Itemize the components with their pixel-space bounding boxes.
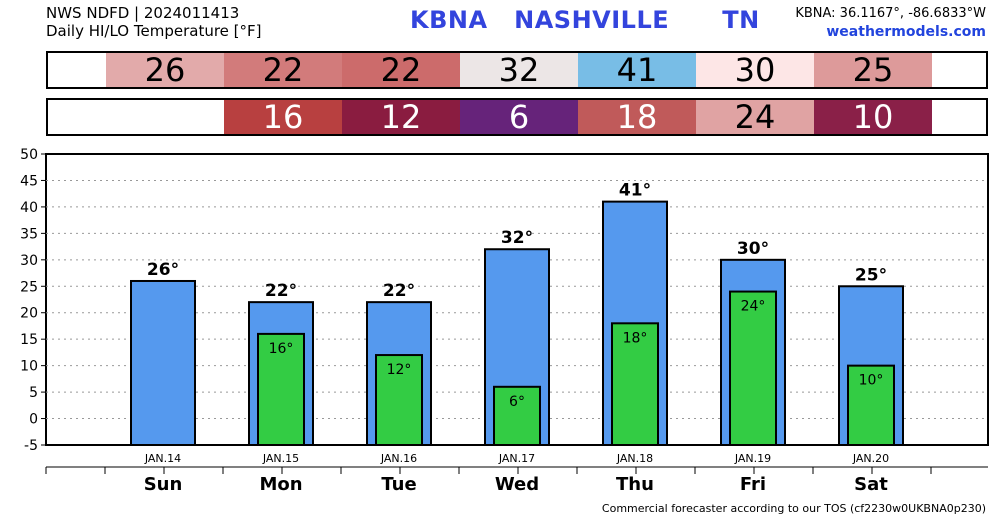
low-temp-label: 24° xyxy=(741,299,766,315)
site-link[interactable]: weathermodels.com xyxy=(826,24,986,40)
low-temp-label: 18° xyxy=(623,330,648,346)
date-label: JAN.17 xyxy=(498,452,535,465)
high-temp-label: 26° xyxy=(147,260,179,280)
high-temp-cell: 32 xyxy=(460,53,578,87)
day-label: Fri xyxy=(740,474,766,495)
footer-note: Commercial forecaster according to our T… xyxy=(601,502,986,515)
low-temp-label: 16° xyxy=(269,341,294,357)
day-label: Tue xyxy=(381,474,416,495)
high-temp-cell: 22 xyxy=(342,53,460,87)
high-temp-label: 32° xyxy=(501,228,533,248)
high-temp-label: 30° xyxy=(737,239,769,259)
day-label: Sat xyxy=(854,474,888,495)
y-tick-label: 30 xyxy=(20,253,38,269)
high-temp-band: 26 22 22 32 41 30 25 xyxy=(46,51,988,89)
high-temp-label: 22° xyxy=(265,281,297,301)
y-tick-label: 40 xyxy=(20,200,38,216)
low-temp-cell: 18 xyxy=(578,100,696,134)
high-temp-label: 25° xyxy=(855,265,887,285)
low-temp-label: 12° xyxy=(387,362,412,378)
low-temp-band: 16 12 6 18 24 10 xyxy=(46,98,988,136)
y-tick-label: 20 xyxy=(20,306,38,322)
low-temp-bar xyxy=(611,322,659,447)
y-tick-label: -5 xyxy=(24,438,38,454)
date-label: JAN.16 xyxy=(380,452,417,465)
high-temp-cell: 41 xyxy=(578,53,696,87)
y-tick-label: 35 xyxy=(20,226,38,242)
day-label: Thu xyxy=(616,474,654,495)
low-temp-bar xyxy=(375,354,423,447)
low-temp-cell: 12 xyxy=(342,100,460,134)
y-tick-label: 15 xyxy=(20,332,38,348)
product-subtitle: Daily HI/LO Temperature [°F] xyxy=(46,22,262,40)
high-temp-cell: 30 xyxy=(696,53,814,87)
station-title: KBNA NASHVILLE TN xyxy=(410,6,760,34)
y-tick-label: 25 xyxy=(20,279,38,295)
header-right: KBNA: 36.1167°, -86.6833°W weathermodels… xyxy=(795,5,986,41)
low-temp-cell: 24 xyxy=(696,100,814,134)
y-tick-label: 50 xyxy=(20,147,38,163)
day-label: Mon xyxy=(259,474,302,495)
y-tick-label: 5 xyxy=(29,385,38,401)
low-temp-cell: 16 xyxy=(224,100,342,134)
y-tick-label: 10 xyxy=(20,359,38,375)
low-temp-cell xyxy=(106,100,224,134)
day-label: Wed xyxy=(495,474,539,495)
high-temp-cell: 22 xyxy=(224,53,342,87)
low-temp-cell: 10 xyxy=(814,100,932,134)
station-coords: KBNA: 36.1167°, -86.6833°W xyxy=(795,6,986,21)
high-temp-cell: 26 xyxy=(106,53,224,87)
high-temp-cell: 25 xyxy=(814,53,932,87)
temperature-chart: -5 0 5 10 15 20 25 30 35 40 45 50 26° JAN.14 Sun 22° 16°… xyxy=(20,147,989,495)
product-title: NWS NDFD | 2024011413 xyxy=(46,4,240,22)
low-temp-cell: 6 xyxy=(460,100,578,134)
low-temp-label: 6° xyxy=(509,394,525,410)
low-temp-bar xyxy=(257,332,305,447)
day-label: Sun xyxy=(144,474,183,495)
date-label: JAN.15 xyxy=(262,452,299,465)
date-label: JAN.20 xyxy=(852,452,889,465)
band-spacer xyxy=(48,100,106,134)
date-label: JAN.14 xyxy=(144,452,181,465)
high-temp-label: 22° xyxy=(383,281,415,301)
low-temp-bar xyxy=(729,290,777,446)
high-temp-label: 41° xyxy=(619,181,651,201)
date-label: JAN.18 xyxy=(616,452,653,465)
date-label: JAN.19 xyxy=(734,452,771,465)
y-tick-label: 0 xyxy=(29,412,38,428)
y-tick-label: 45 xyxy=(20,173,38,189)
high-temp-bar xyxy=(130,279,196,446)
band-spacer xyxy=(48,53,106,87)
header-left: NWS NDFD | 2024011413 Daily HI/LO Temper… xyxy=(46,4,262,40)
low-temp-bar xyxy=(493,385,541,447)
low-temp-bar xyxy=(847,364,895,447)
low-temp-label: 10° xyxy=(859,373,884,389)
